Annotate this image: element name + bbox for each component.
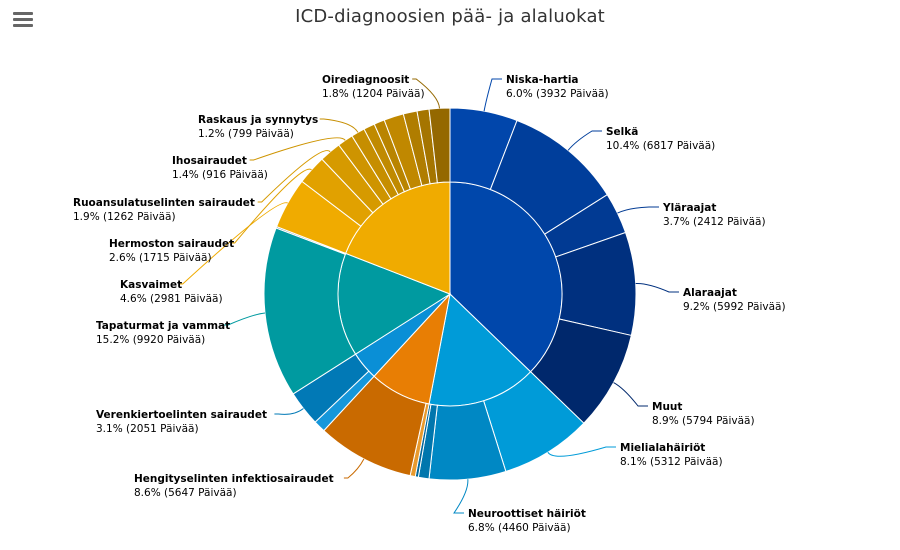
leader-line [412,78,441,109]
leader-line [635,283,679,293]
label-days: (4460 Päivää) [498,522,571,534]
leader-line [567,130,602,151]
label-value: 15.2% (9920 Päivää) [96,334,205,346]
leader-line [617,206,659,214]
label-days: (799 Päivää) [228,128,294,140]
label-days: (5794 Päivää) [682,415,755,427]
label-percent: 15.2% [96,334,129,346]
label-percent: 6.8% [468,522,495,534]
leader-line [224,312,266,326]
label-name: Mielialahäiriöt [620,442,705,454]
label-days: (5647 Päivää) [164,487,237,499]
leader-line [230,168,312,244]
label-name: Selkä [606,126,638,138]
leader-line [178,202,288,285]
label-name: Muut [652,401,682,413]
leader-line [453,479,469,514]
label-percent: 4.6% [120,293,147,305]
label-name: Yläraajat [662,202,716,214]
leader-line [547,446,616,457]
outer-ring [263,107,637,481]
label-percent: 6.0% [506,88,533,100]
leader-line [274,408,304,415]
label-percent: 9.2% [683,301,710,313]
label-value: 6.8% (4460 Päivää) [468,522,571,534]
label-value: 1.8% (1204 Päivää) [322,88,425,100]
label-value: 1.2% (799 Päivää) [198,128,294,140]
label-percent: 8.1% [620,456,647,468]
leader-line [319,118,359,133]
label-value: 8.1% (5312 Päivää) [620,456,723,468]
label-percent: 1.8% [322,88,349,100]
label-name: Alaraajat [683,287,737,299]
label-percent: 8.9% [652,415,679,427]
label-percent: 1.4% [172,169,199,181]
label-value: 3.7% (2412 Päivää) [663,216,766,228]
label-value: 4.6% (2981 Päivää) [120,293,223,305]
inner-ring [337,181,563,407]
label-value: 1.9% (1262 Päivää) [73,211,176,223]
label-percent: 1.2% [198,128,225,140]
data-labels: Niska-hartia 6.0% (3932 Päivää) Selkä 10.4%… [73,74,786,534]
label-value: 10.4% (6817 Päivää) [606,140,715,152]
leader-line [257,150,331,203]
label-value: 8.6% (5647 Päivää) [134,487,237,499]
label-name: Oirediagnoosit [322,74,409,86]
outer-slice-5-10[interactable] [428,107,451,184]
label-percent: 8.6% [134,487,161,499]
label-percent: 10.4% [606,140,639,152]
leader-line [343,458,365,479]
label-days: (1204 Päivää) [352,88,425,100]
menu-icon[interactable] [13,12,33,30]
label-days: (2981 Päivää) [150,293,223,305]
label-days: (3932 Päivää) [536,88,609,100]
label-name: Tapaturmat ja vammat [96,320,230,332]
label-days: (1715 Päivää) [139,252,212,264]
label-days: (6817 Päivää) [643,140,716,152]
label-percent: 1.9% [73,211,100,223]
label-value: 9.2% (5992 Päivää) [683,301,786,313]
label-value: 1.4% (916 Päivää) [172,169,268,181]
label-value: 8.9% (5794 Päivää) [652,415,755,427]
label-name: Ihosairaudet [172,155,247,167]
label-days: (5992 Päivää) [713,301,786,313]
label-value: 2.6% (1715 Päivää) [109,252,212,264]
label-name: Hermoston sairaudet [109,238,234,250]
label-name: Niska-hartia [506,74,579,86]
label-days: (916 Päivää) [202,169,268,181]
label-name: Neuroottiset häiriöt [468,508,586,520]
leader-line [249,137,346,161]
label-value: 3.1% (2051 Päivää) [96,423,199,435]
label-percent: 2.6% [109,252,136,264]
label-value: 6.0% (3932 Päivää) [506,88,609,100]
label-days: (9920 Päivää) [133,334,206,346]
label-days: (2412 Päivää) [693,216,766,228]
label-name: Verenkiertoelinten sairaudet [96,409,267,421]
leader-lines [178,78,679,514]
label-days: (1262 Päivää) [103,211,176,223]
label-percent: 3.7% [663,216,690,228]
leader-line [483,78,502,112]
chart-title: ICD-diagnoosien pää- ja alaluokat [295,6,605,27]
leader-line [613,382,648,407]
label-name: Ruoansulatuselinten sairaudet [73,197,255,209]
label-days: (2051 Päivää) [126,423,199,435]
label-days: (5312 Päivää) [650,456,723,468]
label-name: Hengityselinten infektiosairaudet [134,473,334,485]
label-name: Kasvaimet [120,279,182,291]
label-name: Raskaus ja synnytys [198,114,318,126]
label-percent: 3.1% [96,423,123,435]
